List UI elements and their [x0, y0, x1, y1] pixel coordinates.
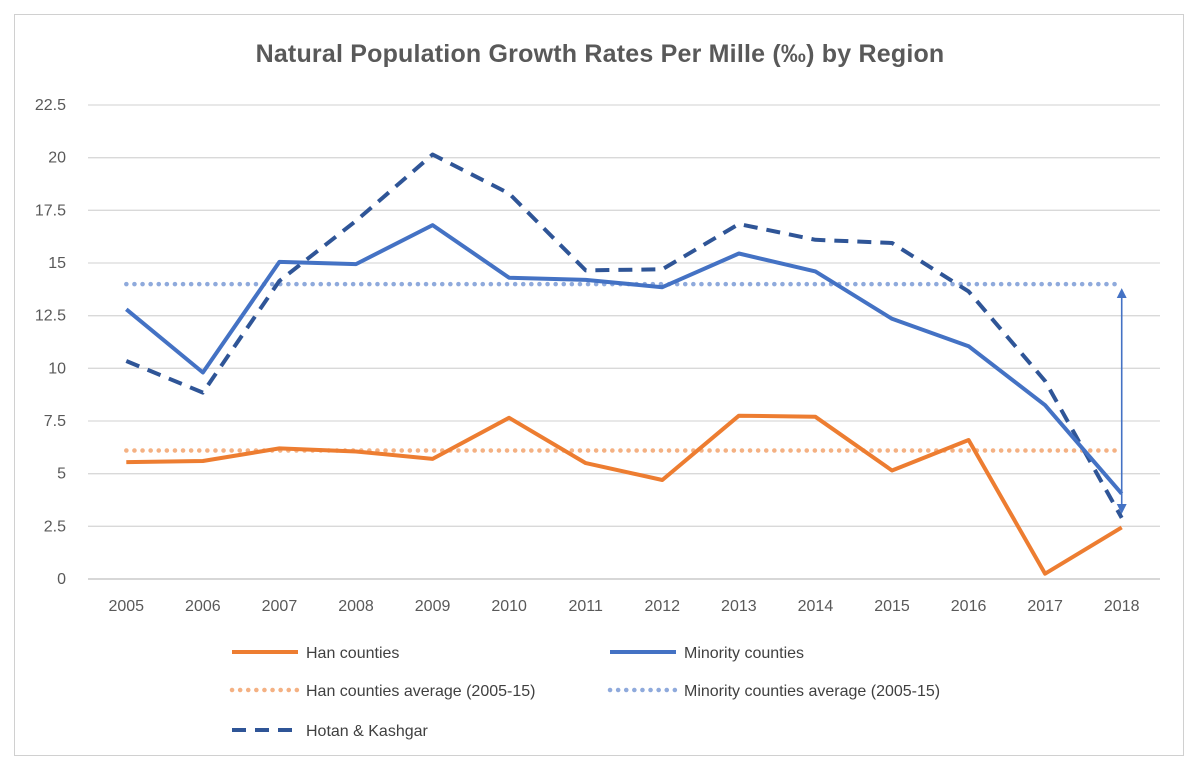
y-tick-label: 17.5 [35, 202, 66, 219]
series-line-1 [125, 223, 1124, 496]
y-tick-label: 22.5 [35, 97, 66, 114]
series-line-0 [126, 413, 1123, 576]
legend-label-2: Han counties average (2005-15) [306, 683, 535, 700]
x-tick-label: 2014 [798, 598, 834, 615]
y-tick-label: 7.5 [44, 413, 66, 430]
x-tick-label: 2010 [491, 598, 527, 615]
x-tick-label: 2013 [721, 598, 757, 615]
gridlines [88, 104, 1160, 580]
y-tick-label: 5 [57, 466, 66, 483]
y-tick-label: 12.5 [35, 308, 66, 325]
x-tick-label: 2015 [874, 598, 910, 615]
x-tick-label: 2016 [951, 598, 987, 615]
x-tick-label: 2011 [569, 598, 604, 615]
legend-label-4: Hotan & Kashgar [306, 723, 429, 740]
y-tick-label: 0 [57, 571, 66, 588]
x-tick-label: 2008 [338, 598, 374, 615]
x-tick-label: 2012 [644, 598, 680, 615]
legend-label-3: Minority counties average (2005-15) [684, 683, 940, 700]
y-tick-label: 20 [48, 150, 66, 167]
x-tick-label: 2007 [262, 598, 298, 615]
x-tick-label: 2018 [1104, 598, 1140, 615]
legend: Han counties Minority counties Han countie… [229, 645, 940, 740]
y-tick-label: 2.5 [44, 518, 66, 535]
y-axis-ticks: 0 2.5 5 7.5 10 12.5 15 17.5 20 22.5 [35, 97, 66, 588]
legend-label-1: Minority counties [684, 645, 804, 662]
series-lines [124, 152, 1124, 576]
x-tick-label: 2006 [185, 598, 221, 615]
x-tick-label: 2005 [108, 598, 144, 615]
chart-title: Natural Population Growth Rates Per Mill… [255, 40, 945, 68]
y-tick-label: 10 [48, 360, 66, 377]
series-line-4 [125, 152, 1124, 519]
y-tick-label: 15 [48, 255, 66, 272]
x-tick-label: 2009 [415, 598, 451, 615]
legend-label-0: Han counties [306, 645, 399, 662]
x-axis-ticks: 2005 2006 2007 2008 2009 2010 2011 2012 2013 2014… [108, 598, 1139, 615]
x-tick-label: 2017 [1027, 598, 1063, 615]
